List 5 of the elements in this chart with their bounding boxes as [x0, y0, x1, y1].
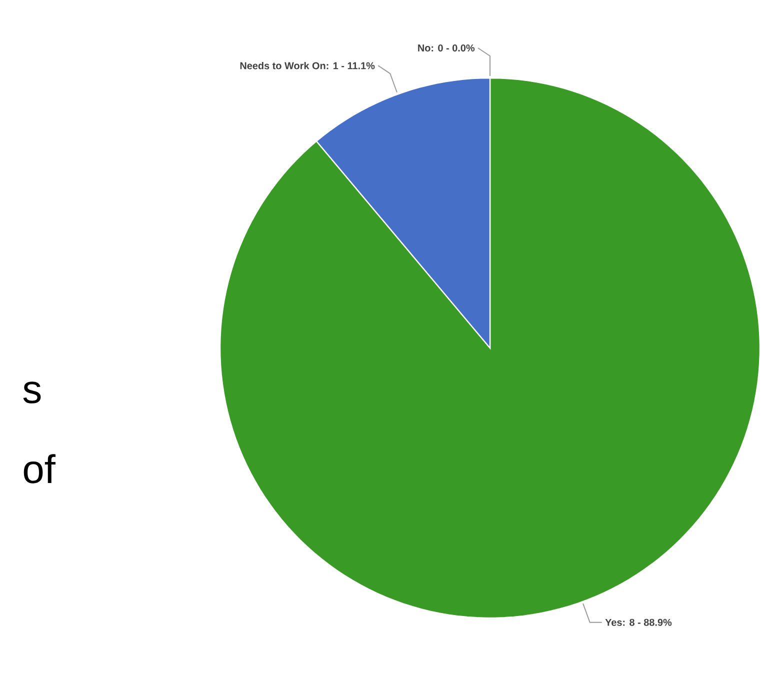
slice-label: Needs to Work On: 1 - 11.1% [240, 62, 375, 70]
category-label: No: 0 - 0.0% [418, 44, 475, 52]
slice-label: Yes: 8 - 88.9% [605, 618, 672, 626]
text: s [23, 382, 41, 404]
text: of [24, 454, 56, 484]
